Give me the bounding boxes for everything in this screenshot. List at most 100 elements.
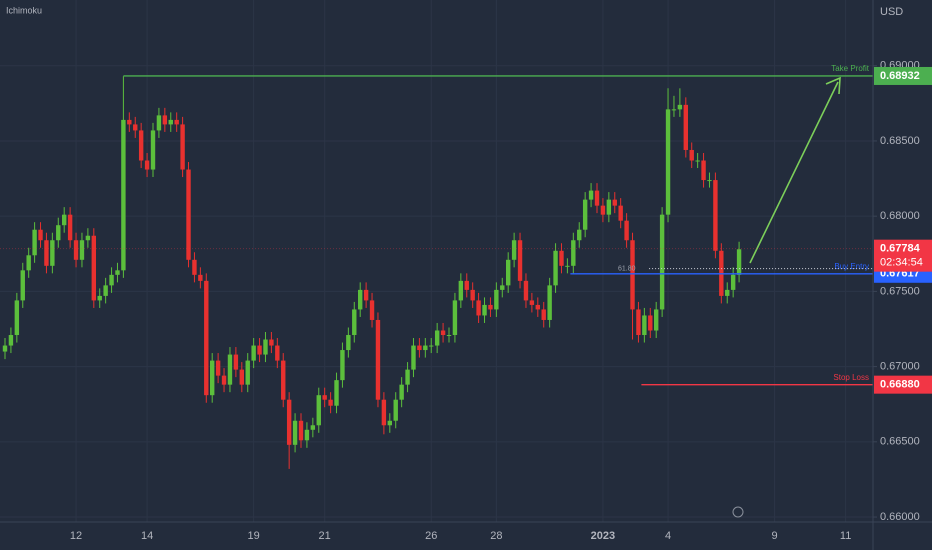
candle-body xyxy=(292,420,298,445)
candle-body xyxy=(121,119,126,271)
candle-body xyxy=(328,399,333,406)
candle-body xyxy=(150,130,156,170)
x-tick-label: 28 xyxy=(490,530,502,542)
candle-body xyxy=(482,304,487,316)
candle-body xyxy=(215,360,221,376)
candle-body xyxy=(363,289,369,301)
candle-body xyxy=(476,300,481,316)
candle-body xyxy=(62,214,67,226)
candle-body xyxy=(683,104,688,150)
grid xyxy=(0,0,873,522)
candle-body xyxy=(582,199,588,230)
candle-body xyxy=(535,304,540,310)
candle-body xyxy=(671,109,677,111)
candle-body xyxy=(429,345,434,347)
x-tick-label: 12 xyxy=(70,530,82,542)
candle-body xyxy=(553,250,558,286)
candle-body xyxy=(2,345,8,352)
candle-body xyxy=(565,265,570,267)
candle-body xyxy=(85,235,91,241)
candle-body xyxy=(470,289,475,301)
candle-body xyxy=(198,274,203,281)
candle-body xyxy=(91,235,96,301)
indicator-label: Ichimoku xyxy=(6,5,42,15)
candle-body xyxy=(730,274,736,290)
y-tick-label: 0.67500 xyxy=(880,285,920,297)
candle-body xyxy=(144,160,150,170)
candle-body xyxy=(405,369,410,385)
candle-body xyxy=(8,335,14,346)
candle-body xyxy=(511,240,517,260)
current-price-tag xyxy=(874,239,932,272)
candle-body xyxy=(713,180,718,251)
candles xyxy=(2,76,742,469)
candle-body xyxy=(600,205,606,215)
candle-body xyxy=(221,375,227,385)
x-tick-label: 11 xyxy=(840,530,851,542)
level-name: Take Profit xyxy=(831,64,870,73)
price-tag-label: 0.68932 xyxy=(880,70,920,82)
candle-body xyxy=(174,119,179,125)
axis: 0.66000 0.66500 0.67000 0.67500 0.68000 0.685… xyxy=(70,60,932,542)
candle-body xyxy=(334,380,339,406)
candle-body xyxy=(701,160,706,181)
candle-body xyxy=(275,345,280,361)
event-icon[interactable] xyxy=(732,506,744,518)
candle-body xyxy=(417,345,422,351)
y-tick-label: 0.68500 xyxy=(880,135,920,147)
x-tick-label: 9 xyxy=(772,530,778,542)
candle-body xyxy=(559,250,564,266)
candle-body xyxy=(340,350,345,381)
candle-body xyxy=(665,109,671,215)
price-tag xyxy=(874,66,932,85)
y-tick-label: 0.66500 xyxy=(880,436,920,448)
candle-body xyxy=(257,345,262,355)
current-price-label: 0.67784 xyxy=(880,243,921,255)
candle-body xyxy=(393,399,398,421)
candle-body xyxy=(399,384,404,400)
candle-body xyxy=(464,280,469,290)
candle-body xyxy=(298,420,304,441)
candle-body xyxy=(369,300,375,320)
x-tick-label: 2023 xyxy=(591,530,615,542)
candle-body xyxy=(618,205,623,221)
candle-body xyxy=(452,300,458,336)
candle-body xyxy=(109,274,114,286)
price-tag xyxy=(874,375,932,394)
overlay: Take Profit Buy Entry Stop Loss 61.80 xyxy=(0,64,873,386)
candle-body xyxy=(423,345,428,351)
candle-body xyxy=(500,285,505,290)
candle-body xyxy=(103,285,108,296)
candle-body xyxy=(204,280,209,396)
candle-body xyxy=(316,395,321,426)
candle-body xyxy=(186,169,191,260)
candle-body xyxy=(304,429,310,441)
candle-body xyxy=(233,354,239,370)
candle-body xyxy=(251,345,256,361)
candle-body xyxy=(612,199,617,206)
y-tick-label: 0.67000 xyxy=(880,361,920,373)
fib-label: 61.80 xyxy=(618,266,636,273)
target-arrow xyxy=(749,81,839,264)
candle-body xyxy=(630,240,635,310)
candle-body xyxy=(736,249,742,275)
candle-body xyxy=(606,199,612,215)
candle-body xyxy=(642,315,647,336)
candle-body xyxy=(434,330,440,346)
candle-body xyxy=(488,304,493,310)
candle-body xyxy=(677,104,683,110)
x-tick-label: 4 xyxy=(665,530,671,542)
candle-body xyxy=(523,280,529,301)
candle-body xyxy=(547,285,552,320)
candle-body xyxy=(588,190,594,200)
x-tick-label: 21 xyxy=(319,530,331,542)
candle-body xyxy=(707,180,712,182)
price-tag-label: 0.66880 xyxy=(880,379,920,391)
candle-body xyxy=(494,289,499,310)
candle-body xyxy=(506,259,511,286)
candle-body xyxy=(227,354,233,385)
candle-body xyxy=(263,339,268,355)
candle-body xyxy=(411,345,416,370)
x-tick-label: 19 xyxy=(248,530,260,542)
